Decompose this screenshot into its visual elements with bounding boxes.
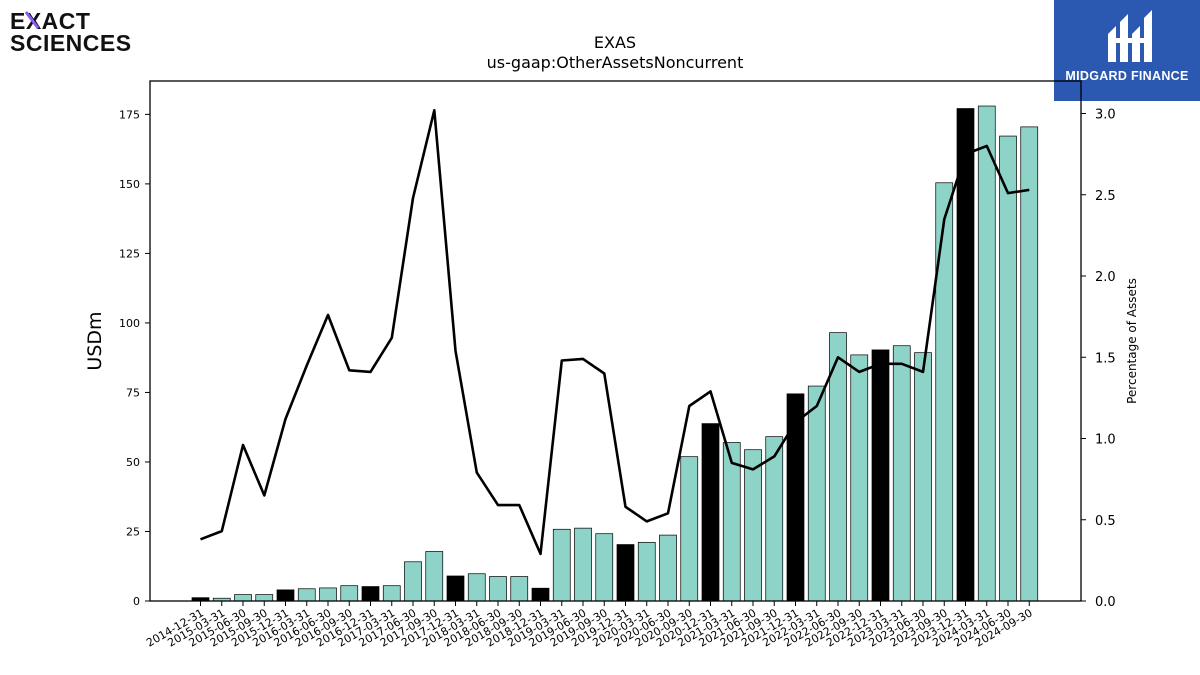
bar-2023-09-30 [935,182,954,602]
bar-2021-06-30 [744,449,762,602]
logo-x-accent-icon [25,11,39,29]
y2-tick-label: 1.5 [1095,351,1116,366]
y-tick-label: 100 [119,317,140,330]
bar-2018-09-30 [510,576,529,602]
bar-2017-03-31 [382,585,401,602]
y2-tick-label: 3.0 [1095,108,1116,123]
bar-2016-03-31 [297,588,316,602]
bar-2022-09-30 [850,354,869,602]
y-tick-label: 25 [126,525,140,538]
midgard-logo-text: MIDGARD FINANCE [1065,69,1189,83]
bar-2023-03-31 [892,345,911,602]
bar-2018-12-31 [531,587,550,602]
bar-2015-09-30 [255,594,274,602]
bar-2016-12-31 [361,586,380,602]
y-axis-label: USDm [84,311,106,370]
bar-2017-06-30 [404,561,422,602]
y2-tick-label: 0.5 [1095,514,1116,529]
chart-subtitle: us-gaap:OtherAssetsNoncurrent [487,53,744,72]
bar-2024-06-30 [999,135,1017,602]
percentage-line [200,109,1030,556]
bar-2019-03-31 [552,528,571,602]
bar-2016-09-30 [340,585,359,602]
bar-2019-09-30 [595,533,614,602]
bar-2023-12-31 [956,108,975,602]
y-tick-label: 175 [119,108,140,121]
bar-2019-12-31 [616,544,635,602]
y2-tick-label: 0.0 [1095,595,1116,610]
bar-2020-12-31 [701,423,720,602]
bar-2019-06-30 [574,527,592,602]
bar-2015-12-31 [276,589,295,602]
y-tick-label: 75 [126,386,140,399]
y2-axis-label: Percentage of Assets [1125,278,1139,404]
bar-2017-12-31 [446,575,465,602]
y-tick-label: 0 [133,595,140,608]
midgard-finance-logo: MIDGARD FINANCE [1054,0,1200,101]
bar-2016-06-30 [319,587,337,602]
bar-2018-06-30 [489,576,507,602]
y2-tick-label: 2.0 [1095,270,1116,285]
midgard-emblem-icon [1108,10,1152,62]
plot-frame [149,80,1082,602]
bar-2015-06-30 [234,594,252,602]
chart-title: EXAS [594,33,636,52]
bar-2021-12-31 [786,393,805,602]
bar-2020-03-31 [637,541,656,602]
y2-tick-label: 1.0 [1095,433,1116,448]
logo-line-2: SCIENCES [10,30,132,56]
bar-2020-06-30 [659,534,677,602]
bar-2023-06-30 [914,352,932,602]
bar-2020-09-30 [680,456,699,602]
bar-2022-12-31 [871,349,890,602]
y-tick-label: 125 [119,247,140,260]
y-tick-label: 150 [119,178,140,191]
bar-2018-03-31 [467,573,486,602]
bar-2021-03-31 [722,442,741,602]
bar-2022-03-31 [807,385,826,602]
bar-2024-03-31 [977,105,996,602]
bar-2024-09-30 [1020,126,1039,602]
y-tick-label: 50 [126,456,140,469]
y2-tick-label: 2.5 [1095,189,1116,204]
exact-sciences-logo: EXACT SCIENCES [10,8,150,58]
bar-2017-09-30 [425,551,444,602]
